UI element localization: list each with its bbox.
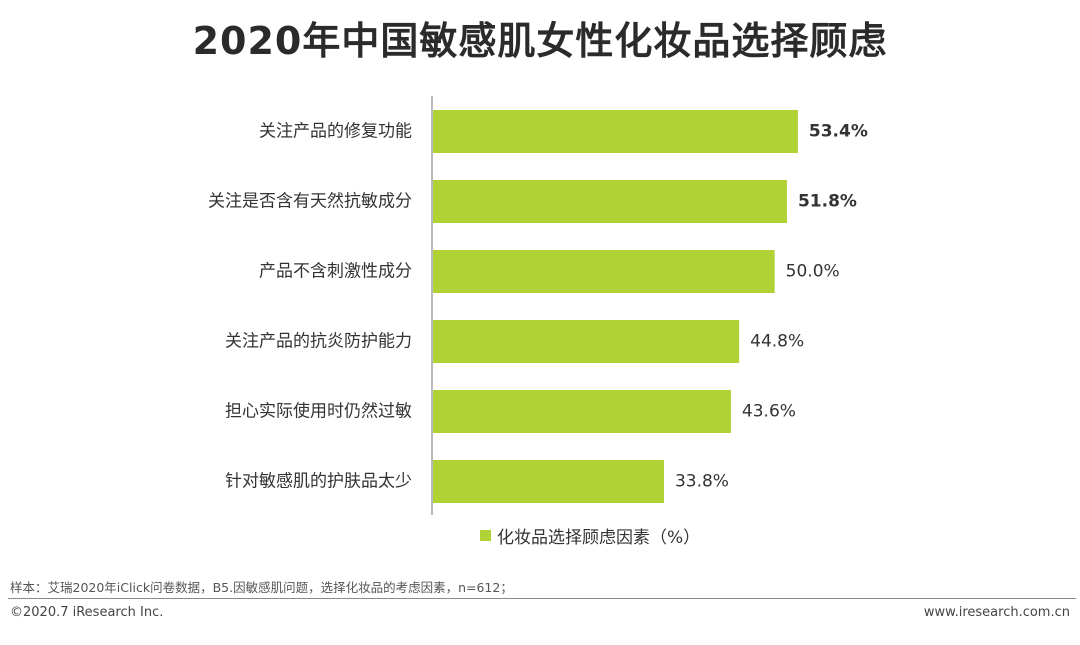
source-note: 样本：艾瑞2020年iClick问卷数据，B5.因敏感肌问题，选择化妆品的考虑因…	[10, 580, 513, 595]
category-label: 针对敏感肌的护肤品太少	[225, 472, 412, 492]
chart-title: 2020年中国敏感肌女性化妆品选择顾虑	[192, 19, 888, 63]
bar	[433, 320, 740, 363]
value-label: 44.8%	[750, 332, 804, 352]
category-label: 关注产品的抗炎防护能力	[225, 332, 412, 352]
value-label: 50.0%	[786, 262, 840, 282]
legend: 化妆品选择顾虑因素（%）	[480, 524, 701, 548]
value-label: 43.6%	[742, 402, 796, 422]
value-label: 33.8%	[675, 472, 729, 492]
category-label: 关注是否含有天然抗敏成分	[208, 192, 412, 212]
bar	[433, 110, 798, 153]
bar	[433, 390, 731, 433]
bar-chart: 关注产品的修复功能 53.4% 关注是否含有天然抗敏成分 51.8% 产品不含刺激性成分…	[208, 96, 868, 515]
website-link[interactable]: www.iresearch.com.cn	[923, 605, 1070, 620]
category-label: 产品不含刺激性成分	[259, 262, 412, 282]
footer-divider	[8, 598, 1076, 599]
bar	[433, 180, 787, 223]
category-label: 担心实际使用时仍然过敏	[225, 401, 412, 422]
legend-label: 化妆品选择顾虑因素（%）	[497, 527, 701, 548]
value-label: 53.4%	[809, 122, 868, 142]
copyright: ©2020.7 iResearch Inc.	[10, 605, 164, 620]
value-label: 51.8%	[798, 192, 857, 212]
bar	[433, 250, 775, 293]
legend-swatch	[480, 529, 491, 541]
category-label: 关注产品的修复功能	[259, 122, 412, 142]
bar	[433, 460, 664, 503]
